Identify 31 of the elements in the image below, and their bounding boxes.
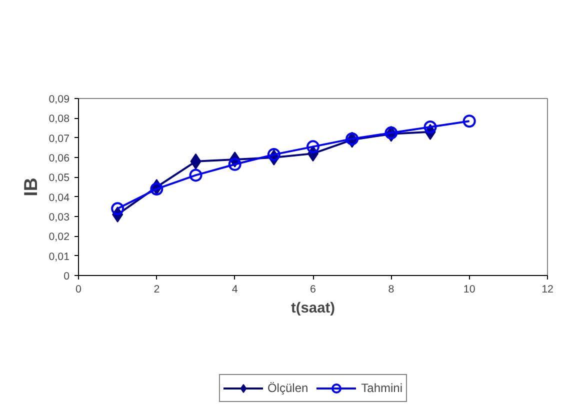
legend-label: Ölçülen	[267, 380, 308, 394]
point	[384, 126, 398, 140]
y-tick-label: 0,06	[48, 152, 70, 164]
x-tick-label: 8	[388, 284, 394, 296]
x-tick-label: 10	[463, 284, 476, 296]
point	[306, 140, 320, 154]
y-tick-label: 0,07	[48, 132, 70, 145]
y-tick-label: 0	[64, 270, 70, 282]
y-tick-label: 0,08	[48, 113, 70, 126]
x-tick-label: 4	[232, 284, 238, 296]
y-tick-label: 0,02	[48, 231, 70, 244]
y-tick-label: 0,05	[48, 172, 70, 184]
point	[189, 168, 202, 182]
y-tick-label: 0,01	[48, 250, 70, 263]
y-axis-title: IB	[20, 178, 41, 196]
point	[346, 132, 359, 146]
point	[228, 158, 242, 171]
point	[462, 114, 476, 128]
x-tick-label: 12	[542, 284, 554, 296]
x-tick-label: 2	[154, 284, 160, 296]
x-tick-label: 6	[310, 284, 316, 296]
legend-label: Tahmini	[361, 380, 403, 394]
point	[424, 120, 437, 134]
y-tick-label: 0,03	[48, 212, 70, 224]
y-tick-label: 0,04	[48, 192, 70, 204]
point	[150, 182, 164, 196]
x-tick-label: 0	[76, 284, 82, 296]
point	[111, 202, 124, 216]
point	[267, 148, 280, 162]
x-axis-title: t(saat)	[291, 300, 336, 316]
y-tick-label: 0,09	[48, 94, 70, 106]
